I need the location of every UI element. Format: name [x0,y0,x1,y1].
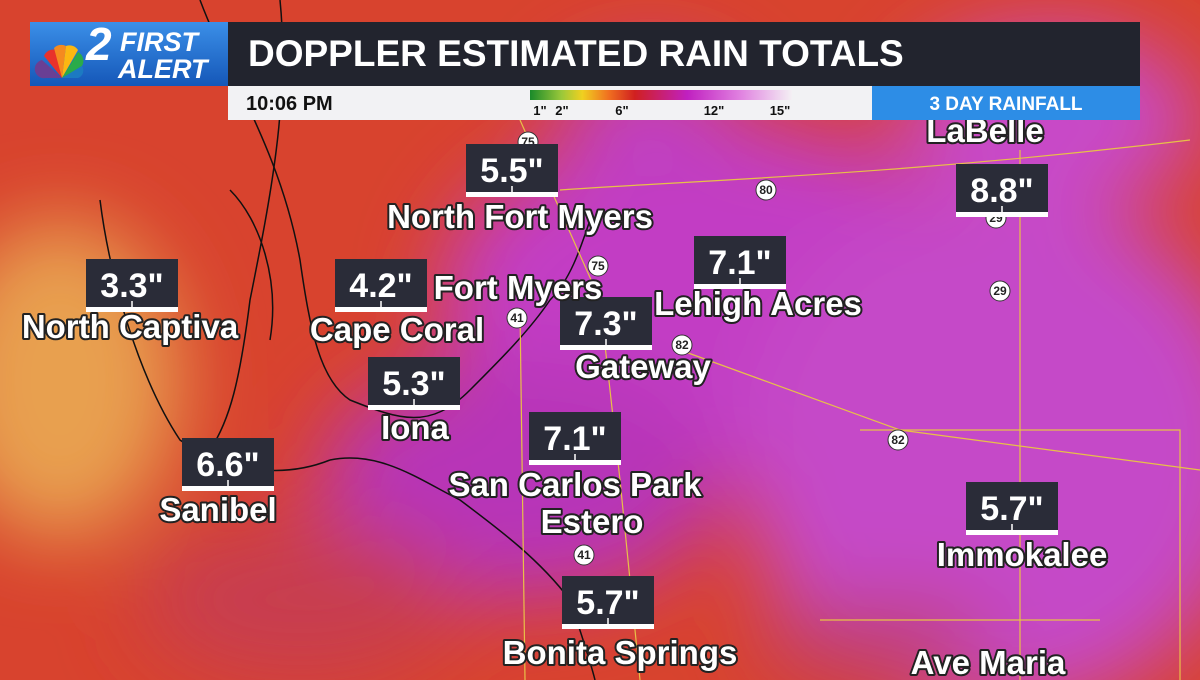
city-name: North Captiva [22,308,239,345]
rain-total: 6.6" [196,446,259,484]
city-name: Estero [541,503,644,540]
total-box [966,482,1058,530]
city-name: North Fort Myers [387,198,653,235]
logo-line: ALERT [117,54,210,84]
rain-total: 5.3" [382,365,445,403]
rain-total: 7.3" [574,305,637,343]
total-box [560,297,652,345]
total-box [466,144,558,192]
total-box [86,259,178,307]
city-name: Iona [381,409,449,446]
legend-label: 1" [533,103,546,118]
legend-label: 12" [704,103,725,118]
rain-total: 8.8" [970,172,1033,210]
total-box [529,412,621,460]
road-shield-number: 80 [759,183,773,197]
legend-label: 6" [615,103,628,118]
city-name: Cape Coral [310,311,484,348]
rain-total: 7.1" [543,420,606,458]
city-name: Lehigh Acres [654,285,862,322]
rain-total: 7.1" [708,244,771,282]
peacock-logo [34,44,84,79]
legend-scale [530,90,792,100]
road-shield-number: 82 [891,433,905,447]
rain-total: 5.5" [480,152,543,190]
road-shield-number: 82 [675,338,689,352]
total-box [562,576,654,624]
title-bar [228,22,1140,86]
road-shield [887,429,909,451]
city-name: San Carlos Park [448,466,702,503]
road-shield [989,280,1011,302]
total-box [182,438,274,486]
header: 2 FIRST ALERT DOPPLER ESTIMATED RAIN TOT… [30,18,1140,120]
badge [872,86,1140,120]
rain-total: 5.7" [576,584,639,622]
legend: 1" 2" 6" 12" 15" [533,103,790,118]
road-shield-number: 75 [591,259,605,273]
title: DOPPLER ESTIMATED RAIN TOTALS [248,33,904,74]
road-shield [755,179,777,201]
rain-total: 3.3" [100,267,163,305]
logo-number: 2 [85,18,112,70]
road-shield-number: 29 [993,284,1007,298]
road-shield [506,307,528,329]
city-name: Bonita Springs [503,634,738,671]
city-name: Fort Myers [434,269,603,306]
road-shield [573,544,595,566]
road-shield-number: 41 [577,548,591,562]
city-name: Immokalee [937,536,1108,573]
place-labels: 5.5" 8.8" 3.3" 4.2" 7.1" 7.3" 5.3" 7.1" 6.6" 5.7"… [20,110,1109,680]
road-shield [671,334,693,356]
rain-total: 4.2" [349,267,412,305]
legend-label: 2" [555,103,568,118]
total-box [368,357,460,405]
total-box [335,259,427,307]
logo-line: FIRST [120,27,201,57]
total-box [956,164,1048,212]
time: 10:06 PM [246,93,333,115]
rain-total: 5.7" [980,490,1043,528]
road-shield-number: 41 [510,311,524,325]
city-name: Gateway [575,348,711,385]
badge-text: 3 DAY RAINFALL [929,94,1082,115]
city-name: Sanibel [159,491,276,528]
total-box [694,236,786,284]
city-name: Ave Maria [911,644,1066,680]
road-shield [587,255,609,277]
legend-label: 15" [770,103,791,118]
